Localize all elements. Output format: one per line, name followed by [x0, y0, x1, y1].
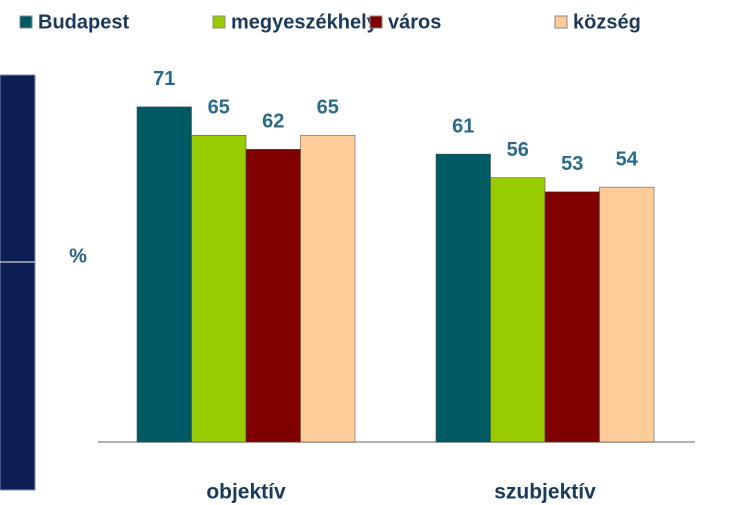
- value-label: 61: [452, 115, 474, 137]
- legend-swatch: [212, 15, 226, 29]
- bar: [599, 186, 655, 443]
- legend-label: város: [388, 11, 441, 33]
- legend-swatch: [554, 15, 568, 29]
- bar: [191, 134, 247, 443]
- bar: [300, 134, 356, 443]
- legend-swatch: [19, 15, 33, 29]
- bar: [490, 177, 546, 443]
- x-tick-label: objektív: [206, 481, 286, 504]
- value-label: 56: [507, 139, 529, 161]
- value-label: 62: [262, 111, 284, 133]
- value-label: 71: [153, 68, 175, 90]
- bar: [435, 153, 491, 443]
- bar: [136, 106, 192, 443]
- value-label: 54: [616, 148, 639, 170]
- value-label: 53: [561, 153, 583, 175]
- legend-label: Budapest: [38, 11, 129, 33]
- x-tick-label: szubjektív: [494, 481, 596, 504]
- value-label: 65: [208, 96, 230, 118]
- legend-label: község: [573, 11, 641, 33]
- legend-label: megyeszékhely: [231, 11, 379, 33]
- bar: [544, 191, 600, 443]
- bar: [245, 149, 301, 443]
- side-panel: [0, 74, 36, 491]
- legend-swatch: [369, 15, 383, 29]
- y-axis-label: %: [69, 245, 87, 267]
- value-label: 65: [317, 96, 339, 118]
